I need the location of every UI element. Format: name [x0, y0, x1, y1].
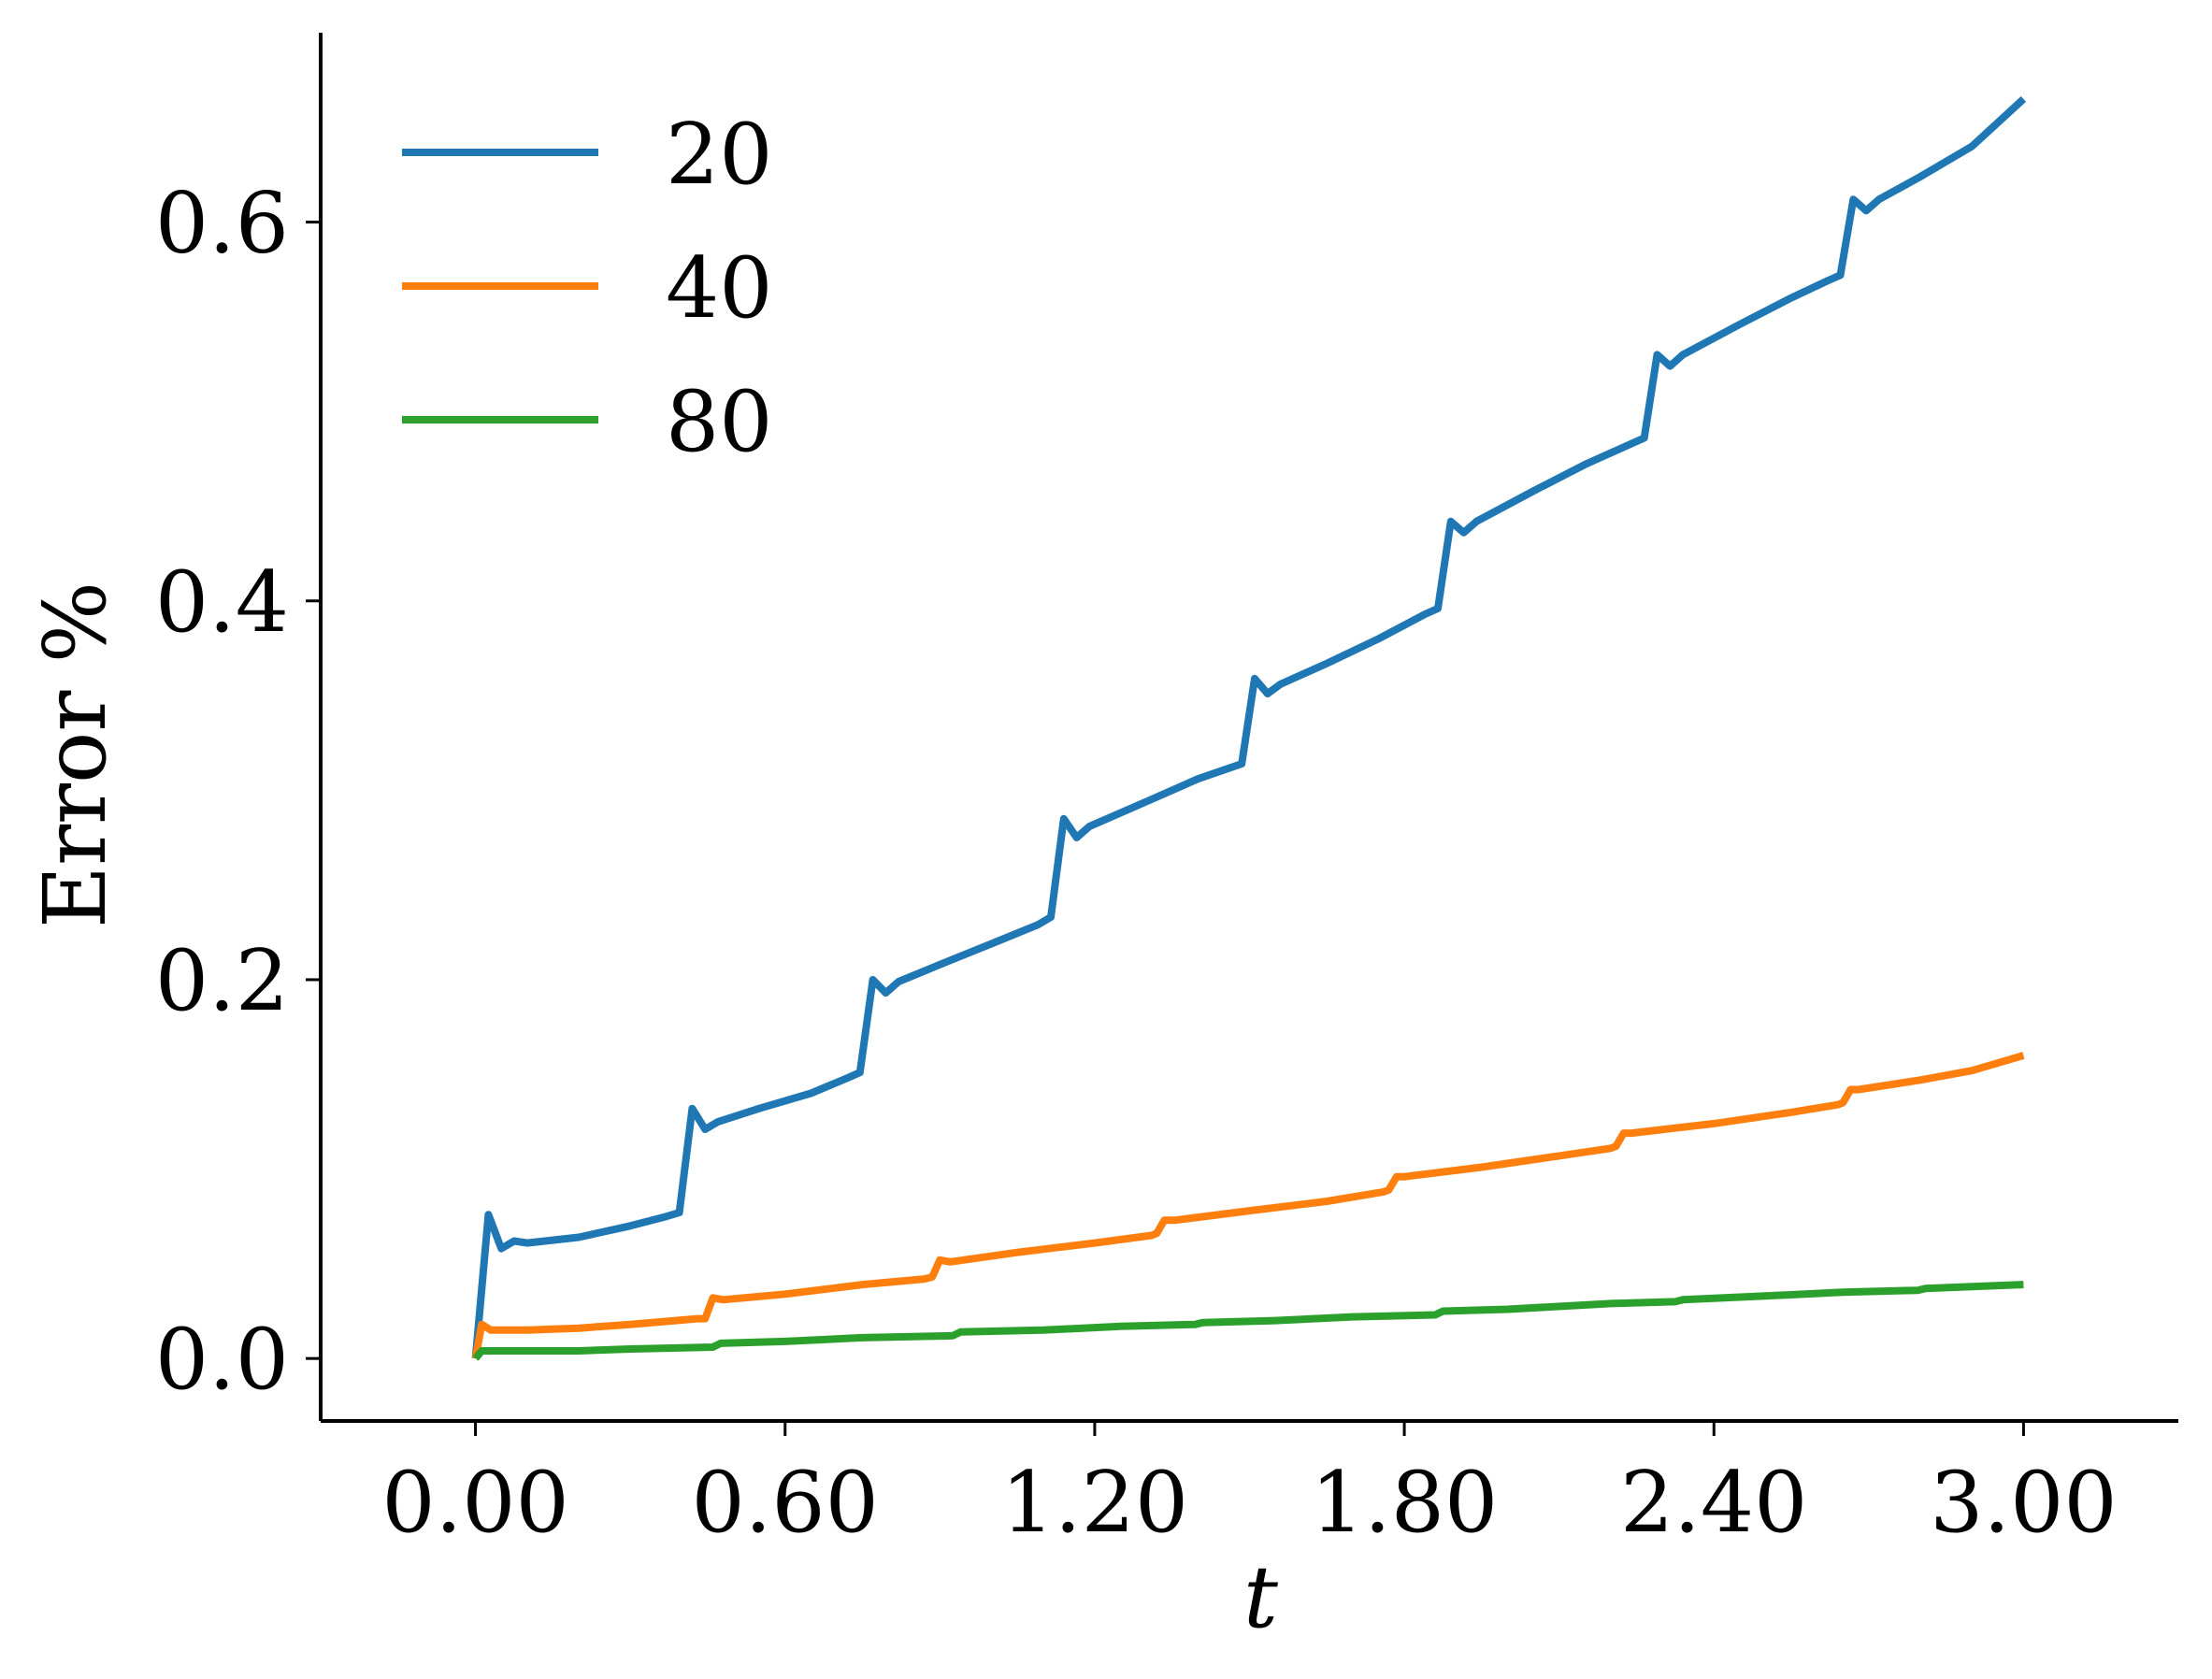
series-line-80: [472, 1281, 2024, 1361]
y-tick-label: 0.0: [155, 1311, 289, 1409]
legend: 20 40 80: [402, 106, 773, 471]
legend-label-80: 80: [666, 373, 773, 471]
y-ticks: 0.0 0.2 0.4 0.6: [155, 175, 321, 1409]
x-tick-label: 2.40: [1620, 1454, 1807, 1552]
axes: 0.00 0.60 1.20 1.80 2.40 3.00 0.0 0.2 0.4 0.6: [155, 33, 2178, 1552]
x-tick-label: 1.20: [1001, 1454, 1188, 1552]
x-tick-label: 1.80: [1311, 1454, 1498, 1552]
legend-label-40: 40: [666, 239, 773, 337]
x-tick-label: 0.60: [692, 1454, 879, 1552]
legend-label-20: 20: [666, 106, 773, 204]
y-tick-label: 0.2: [155, 932, 289, 1030]
x-axis-title: t: [1243, 1547, 1279, 1647]
y-tick-label: 0.6: [155, 175, 289, 273]
x-tick-label: 3.00: [1930, 1454, 2117, 1552]
x-ticks: 0.00 0.60 1.20 1.80 2.40 3.00: [381, 1421, 2118, 1552]
series-line-20: [471, 95, 2027, 1359]
y-axis-title: Error %: [25, 581, 125, 928]
series-line-40: [471, 1052, 2025, 1359]
y-tick-label: 0.4: [155, 553, 289, 652]
x-tick-label: 0.00: [381, 1454, 568, 1552]
plot-lines: [471, 95, 2027, 1361]
